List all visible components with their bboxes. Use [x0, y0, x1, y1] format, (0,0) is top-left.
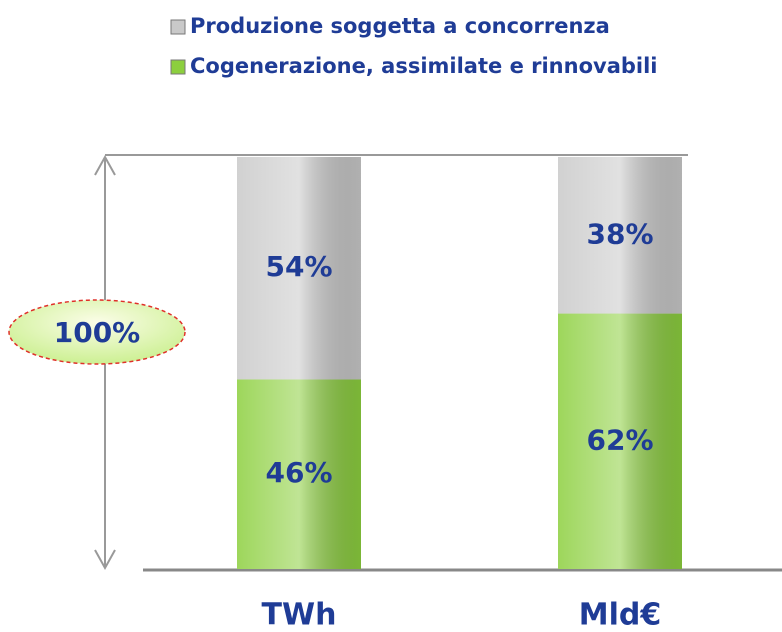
value-label: 46%	[265, 456, 332, 489]
bar-shine	[237, 157, 361, 380]
category-label: Mld€	[579, 598, 662, 632]
bar-shine	[558, 313, 682, 569]
value-label: 38%	[586, 217, 653, 250]
category-label: TWh	[262, 598, 337, 632]
total-label: 100%	[54, 316, 141, 349]
total-ellipse	[8, 299, 186, 365]
value-label: 62%	[586, 423, 653, 456]
legend-swatch	[170, 59, 186, 75]
bar-shine	[558, 157, 682, 314]
legend-swatch	[170, 19, 186, 35]
value-label: 54%	[265, 250, 332, 283]
legend-label: Cogenerazione, assimilate e rinnovabili	[190, 54, 658, 78]
legend-label: Produzione soggetta a concorrenza	[190, 14, 610, 38]
bar-shine	[237, 379, 361, 569]
